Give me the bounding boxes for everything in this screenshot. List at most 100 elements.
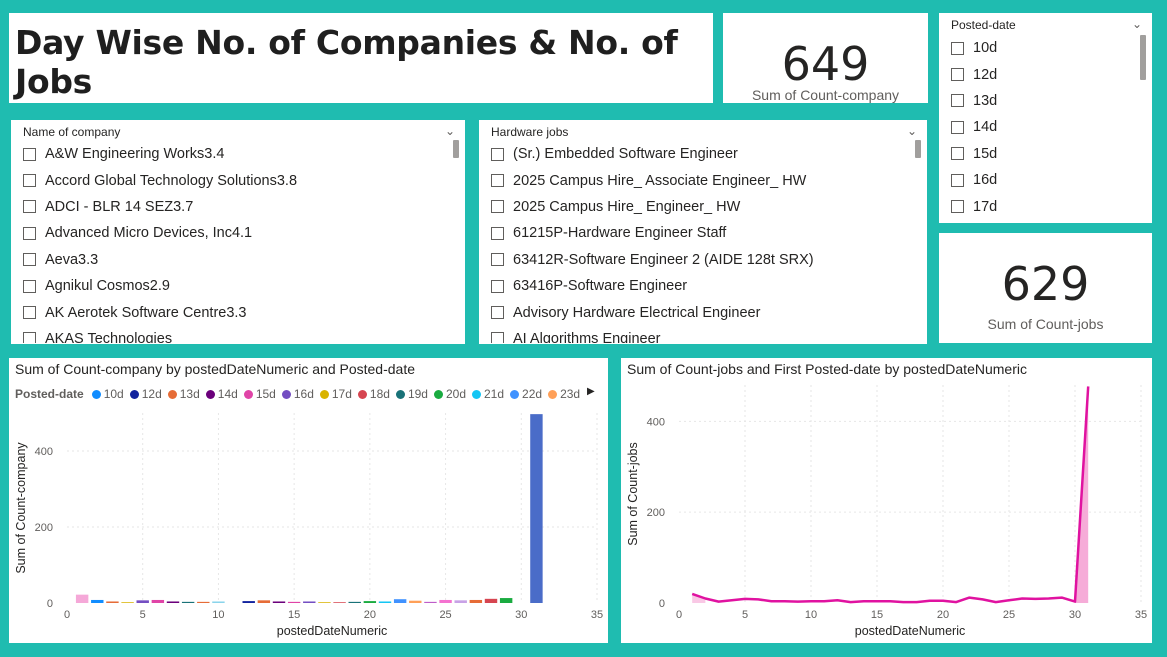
slicer-item[interactable]: 12d bbox=[951, 61, 1130, 87]
slicer-item[interactable]: 2025 Campus Hire_ Engineer_ HW bbox=[491, 194, 905, 220]
legend: Posted-date 10d 12d 13d 14d 15d 16d 17d 18d 19d 2… bbox=[15, 387, 586, 401]
checkbox[interactable] bbox=[491, 147, 504, 161]
checkbox[interactable] bbox=[491, 174, 504, 188]
x-axis-title: postedDateNumeric bbox=[855, 624, 965, 638]
checkbox[interactable] bbox=[491, 200, 504, 214]
slicer-item[interactable]: Advisory Hardware Electrical Engineer bbox=[491, 299, 905, 325]
slicer-item[interactable]: 13d bbox=[951, 88, 1130, 114]
chevron-down-icon[interactable]: ⌄ bbox=[1131, 17, 1142, 31]
x-tick-label: 35 bbox=[591, 609, 603, 621]
legend-item[interactable]: 14d bbox=[205, 387, 238, 401]
checkbox[interactable] bbox=[23, 147, 36, 161]
checkbox[interactable] bbox=[491, 279, 504, 293]
legend-label: 22d bbox=[522, 387, 543, 401]
legend-dot-icon bbox=[395, 389, 405, 399]
bar bbox=[439, 599, 452, 603]
checkbox[interactable] bbox=[951, 173, 964, 187]
scrollbar[interactable] bbox=[453, 140, 459, 158]
slicer-item[interactable]: Advanced Micro Devices, Inc4.1 bbox=[23, 220, 443, 246]
slicer-item[interactable]: 63412R-Software Engineer 2 (AIDE 128t SR… bbox=[491, 247, 905, 273]
legend-item[interactable]: 21d bbox=[472, 387, 504, 401]
slicer-item[interactable]: A&W Engineering Works3.4 bbox=[23, 141, 443, 167]
legend-dot-icon bbox=[472, 389, 481, 399]
checkbox[interactable] bbox=[23, 226, 36, 240]
slicer-company[interactable]: Name of company ⌄ A&W Engineering Works3… bbox=[11, 120, 465, 344]
legend-dot-icon bbox=[129, 389, 139, 399]
slicer-posted-date[interactable]: Posted-date ⌄ 10d 12d 13d 14d 15d 16d 17d bbox=[939, 13, 1152, 223]
chevron-down-icon[interactable]: ⌄ bbox=[906, 124, 917, 138]
legend-item[interactable]: 23d bbox=[548, 387, 580, 401]
legend-item[interactable]: 18d bbox=[357, 387, 390, 401]
legend-item[interactable]: 12d bbox=[129, 387, 162, 401]
checkbox[interactable] bbox=[23, 253, 36, 267]
bar bbox=[181, 601, 195, 603]
legend-item[interactable]: 16d bbox=[281, 387, 314, 401]
checkbox[interactable] bbox=[491, 332, 504, 343]
slicer-hardware-jobs[interactable]: Hardware jobs ⌄ (Sr.) Embedded Software … bbox=[479, 120, 927, 344]
y-axis-title: Sum of Count-company bbox=[14, 442, 28, 574]
chevron-down-icon[interactable]: ⌄ bbox=[444, 124, 455, 138]
legend-item[interactable]: 13d bbox=[167, 387, 200, 401]
checkbox[interactable] bbox=[951, 200, 964, 214]
checkbox[interactable] bbox=[951, 120, 964, 134]
checkbox[interactable] bbox=[491, 253, 504, 267]
scrollbar[interactable] bbox=[1140, 35, 1146, 80]
checkbox[interactable] bbox=[23, 200, 36, 214]
slicer-item[interactable]: Aeva3.3 bbox=[23, 247, 443, 273]
legend-label: 10d bbox=[103, 387, 124, 401]
slicer-item[interactable]: 15d bbox=[951, 141, 1130, 167]
legend-label: 18d bbox=[369, 387, 390, 401]
legend-item[interactable]: 15d bbox=[243, 387, 276, 401]
chart-company-by-date[interactable]: Sum of Count-company by postedDateNumeri… bbox=[9, 358, 608, 643]
legend-label: 23d bbox=[560, 387, 581, 401]
chart-title: Sum of Count-company by postedDateNumeri… bbox=[15, 361, 415, 377]
y-tick-label: 400 bbox=[647, 416, 665, 428]
checkbox[interactable] bbox=[951, 41, 964, 55]
checkbox[interactable] bbox=[491, 226, 504, 240]
legend-dot-icon bbox=[433, 389, 443, 399]
checkbox[interactable] bbox=[951, 94, 964, 108]
checkbox[interactable] bbox=[23, 332, 36, 343]
x-tick-label: 15 bbox=[288, 609, 300, 621]
legend-dot-icon bbox=[548, 389, 558, 399]
y-tick-label: 400 bbox=[35, 446, 53, 458]
kpi-company-label: Sum of Count-company bbox=[751, 87, 900, 103]
slicer-item[interactable]: Agnikul Cosmos2.9 bbox=[23, 273, 443, 299]
slicer-item-label: 2025 Campus Hire_ Engineer_ HW bbox=[513, 198, 741, 215]
slicer-item[interactable]: AI Algorithms Engineer bbox=[491, 326, 905, 343]
kpi-card-jobs: 629 Sum of Count-jobs bbox=[939, 233, 1152, 343]
legend-label: 19d bbox=[407, 387, 428, 401]
legend-next-arrow-icon[interactable]: ▶ bbox=[587, 386, 595, 397]
slicer-item[interactable]: 2025 Campus Hire_ Associate Engineer_ HW bbox=[491, 167, 905, 193]
x-tick-label: 35 bbox=[1135, 609, 1147, 621]
legend-item[interactable]: 17d bbox=[319, 387, 352, 401]
checkbox[interactable] bbox=[491, 306, 504, 320]
slicer-item[interactable]: 10d bbox=[951, 35, 1130, 61]
checkbox[interactable] bbox=[23, 174, 36, 188]
slicer-item[interactable]: AK Aerotek Software Centre3.3 bbox=[23, 299, 443, 325]
slicer-item[interactable]: AKAS Technologies bbox=[23, 326, 443, 343]
checkbox[interactable] bbox=[23, 279, 36, 293]
slicer-item-label: AKAS Technologies bbox=[45, 330, 173, 343]
slicer-item[interactable]: 16d bbox=[951, 167, 1130, 193]
slicer-item[interactable]: ADCI - BLR 14 SEZ3.7 bbox=[23, 194, 443, 220]
scrollbar[interactable] bbox=[915, 140, 921, 158]
checkbox[interactable] bbox=[951, 147, 964, 161]
slicer-item[interactable]: 61215P-Hardware Engineer Staff bbox=[491, 220, 905, 246]
kpi-company-value: 649 bbox=[781, 37, 870, 91]
slicer-item[interactable]: (Sr.) Embedded Software Engineer bbox=[491, 141, 905, 167]
legend-item[interactable]: 20d bbox=[433, 387, 466, 401]
chart-jobs-by-date[interactable]: Sum of Count-jobs and First Posted-date … bbox=[621, 358, 1152, 643]
bar bbox=[454, 600, 467, 603]
slicer-item[interactable]: 17d bbox=[951, 193, 1130, 219]
slicer-item[interactable]: Accord Global Technology Solutions3.8 bbox=[23, 167, 443, 193]
slicer-item[interactable]: 63416P-Software Engineer bbox=[491, 273, 905, 299]
slicer-item-label: Advisory Hardware Electrical Engineer bbox=[513, 304, 761, 321]
x-tick-label: 30 bbox=[1069, 609, 1081, 621]
legend-item[interactable]: 22d bbox=[510, 387, 542, 401]
legend-item[interactable]: 10d bbox=[91, 387, 124, 401]
checkbox[interactable] bbox=[23, 306, 36, 320]
checkbox[interactable] bbox=[951, 68, 964, 82]
slicer-item[interactable]: 14d bbox=[951, 114, 1130, 140]
legend-item[interactable]: 19d bbox=[395, 387, 428, 401]
